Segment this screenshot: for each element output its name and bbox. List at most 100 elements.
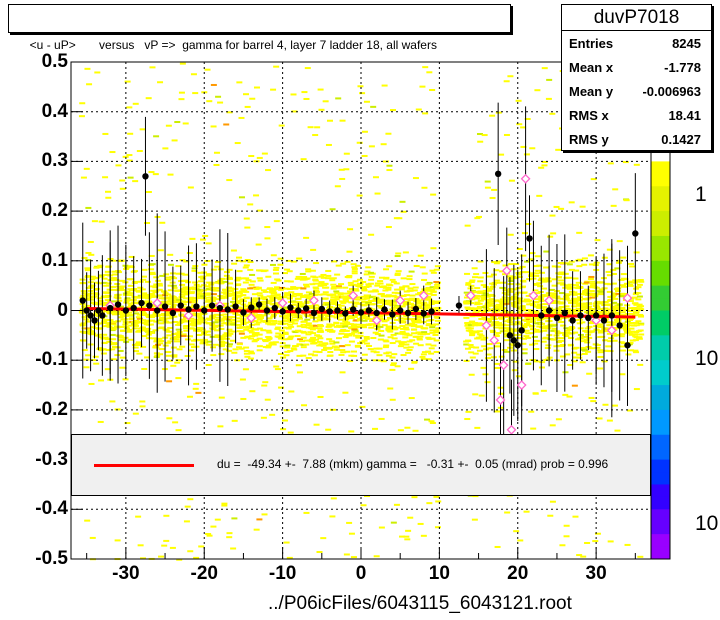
hist-cell (133, 312, 140, 315)
hist-cell (415, 331, 422, 334)
hist-cell (242, 305, 249, 308)
hist-cell (363, 337, 370, 340)
hist-cell (342, 323, 349, 326)
hist-cell (581, 336, 588, 339)
hist-cell (235, 295, 242, 298)
hist-cell (417, 325, 424, 328)
hist-cell (140, 278, 147, 281)
hist-cell (344, 260, 351, 263)
hist-cell (520, 254, 527, 257)
hist-cell (517, 297, 524, 300)
hist-cell (98, 275, 105, 278)
hist-cell (297, 371, 304, 374)
hist-cell (158, 555, 165, 558)
hist-cell (486, 343, 493, 346)
hist-cell (188, 317, 195, 320)
hist-cell (212, 343, 219, 346)
hist-cell (325, 143, 332, 146)
hist-cell (264, 398, 271, 401)
hist-cell (412, 286, 419, 289)
hist-cell (469, 279, 476, 282)
hist-cell (529, 302, 536, 305)
hist-cell (178, 98, 185, 101)
hist-cell (573, 269, 580, 272)
hist-cell (542, 303, 549, 306)
y-tick-label: -0.3 (35, 448, 68, 470)
hist-cell (133, 321, 140, 324)
hist-cell (225, 292, 232, 295)
hist-cell (419, 355, 426, 358)
hist-cell (524, 271, 531, 274)
hist-cell (305, 270, 312, 273)
hist-cell (533, 328, 540, 331)
hist-cell (597, 367, 604, 370)
hist-cell (230, 300, 237, 303)
hist-cell (538, 366, 545, 369)
hist-cell (243, 350, 250, 353)
hist-cell (571, 299, 578, 302)
hist-cell (279, 286, 286, 289)
hist-cell (322, 282, 329, 285)
hist-cell (256, 269, 263, 272)
hist-cell (533, 310, 540, 313)
hist-cell (257, 294, 264, 297)
hist-cell (154, 343, 161, 346)
hist-cell (312, 276, 319, 279)
hist-cell (92, 355, 99, 358)
hist-cell (240, 288, 247, 291)
hist-cell (305, 291, 312, 294)
hist-cell (355, 296, 362, 299)
hist-cell (286, 314, 293, 317)
hist-cell (301, 91, 308, 94)
hist-cell (219, 343, 226, 346)
hist-cell (321, 318, 328, 321)
hist-cell (346, 290, 353, 293)
hist-cell (210, 293, 217, 296)
hist-cell (304, 277, 311, 280)
hist-cell (283, 541, 290, 544)
hist-cell (610, 295, 617, 298)
hist-cell (317, 324, 324, 327)
hist-cell (540, 294, 547, 297)
hist-cell (365, 285, 372, 288)
hist-cell (520, 145, 527, 148)
hist-cell (190, 321, 197, 324)
hist-cell (501, 291, 508, 294)
color-scale-cell (651, 347, 670, 361)
hist-cell (215, 95, 222, 98)
hist-cell (192, 281, 199, 284)
hist-cell (545, 320, 552, 323)
hist-cell (399, 305, 406, 308)
hist-cell (322, 309, 329, 312)
hist-cell (128, 266, 135, 269)
hist-cell (398, 317, 405, 320)
hist-cell (576, 337, 583, 340)
hist-cell (489, 196, 496, 199)
hist-cell (317, 88, 324, 91)
hist-cell (79, 102, 86, 105)
hist-cell (98, 220, 105, 223)
hist-cell (119, 338, 126, 341)
hist-cell (351, 302, 358, 305)
hist-cell (399, 286, 406, 289)
hist-cell (594, 344, 601, 347)
hist-cell (559, 297, 566, 300)
hist-cell (149, 273, 156, 276)
hist-cell (476, 302, 483, 305)
hist-cell (485, 298, 492, 301)
hist-cell (356, 194, 363, 197)
hist-cell (325, 274, 332, 277)
profile-point (585, 314, 592, 322)
hist-cell (541, 329, 548, 332)
hist-cell (545, 280, 552, 283)
hist-cell (434, 319, 441, 322)
hist-cell (123, 266, 130, 269)
hist-cell (620, 273, 627, 276)
hist-cell (521, 337, 528, 340)
hist-cell (104, 338, 111, 341)
hist-cell (152, 329, 159, 332)
profile-point (510, 337, 518, 344)
hist-cell (593, 286, 600, 289)
hist-cell (352, 288, 359, 291)
hist-cell (633, 388, 640, 391)
